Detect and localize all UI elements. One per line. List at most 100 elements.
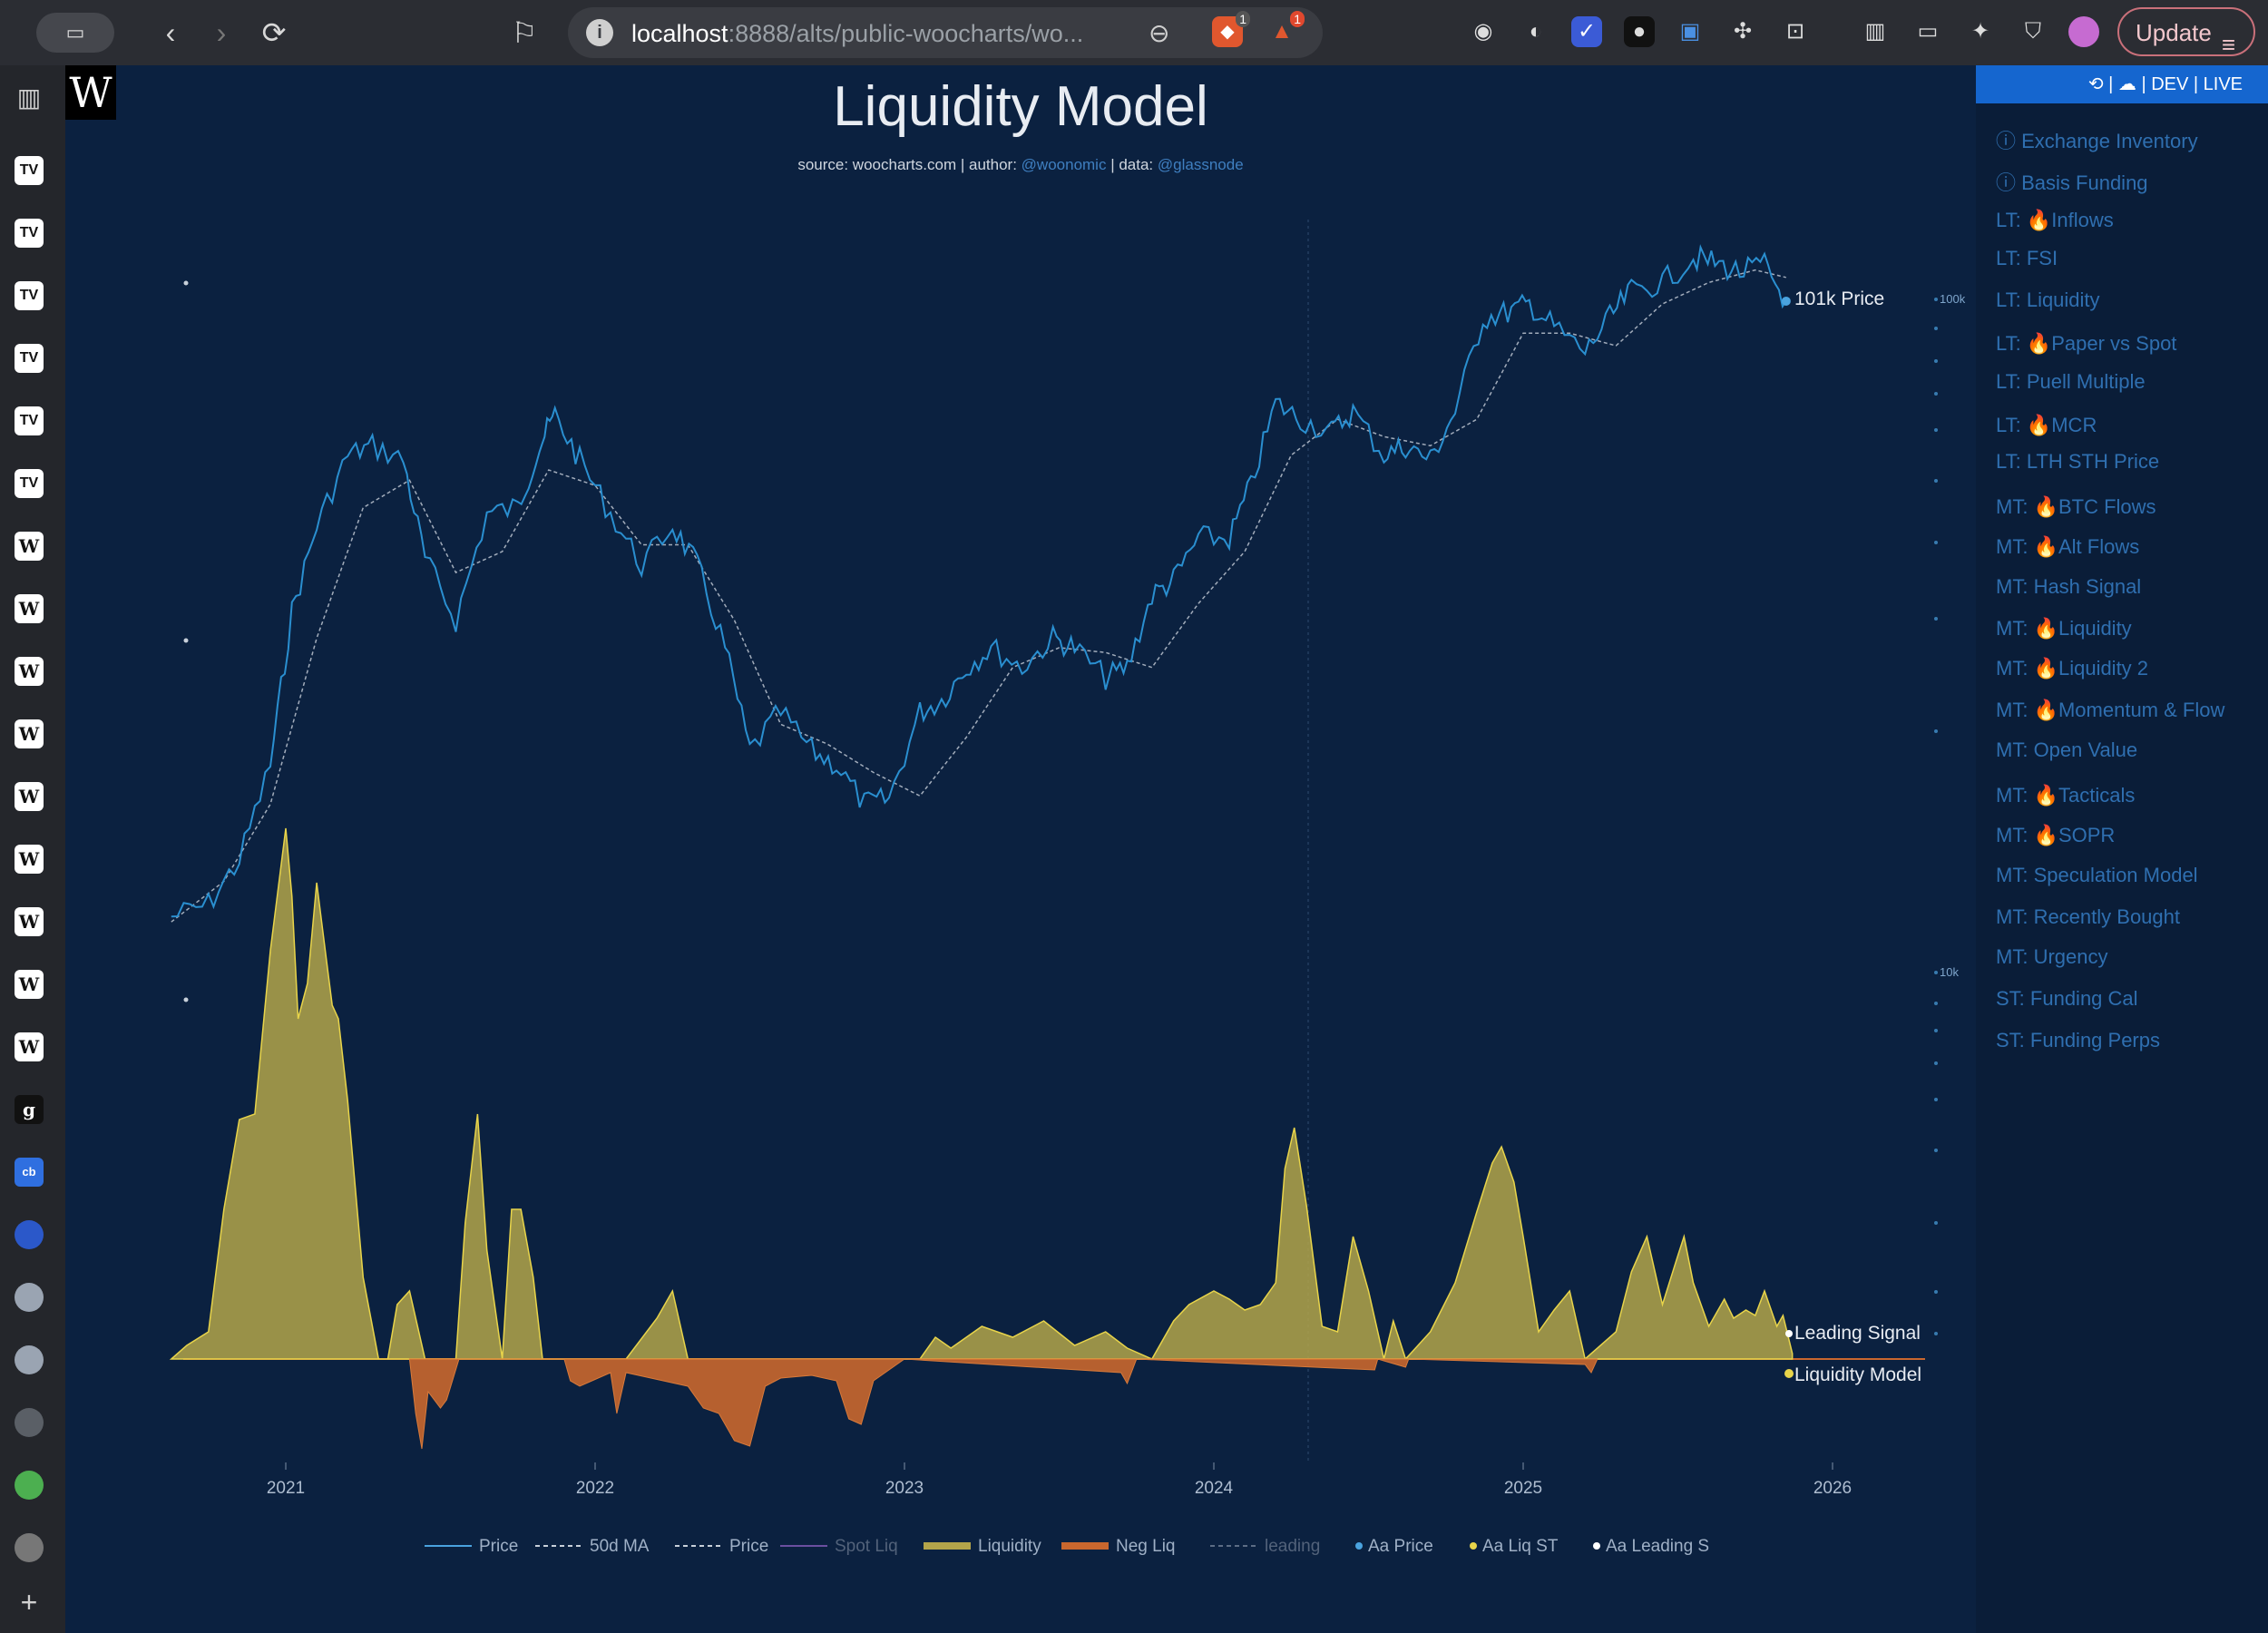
- sidebar-tab-0[interactable]: TV: [15, 156, 44, 185]
- legend-label: Spot Liq: [835, 1537, 898, 1556]
- back-icon[interactable]: ‹: [165, 16, 176, 49]
- fire-icon: 🔥: [2026, 209, 2052, 231]
- panel-link-11[interactable]: MT: Hash Signal: [1996, 575, 2141, 599]
- sidebar-tab-2[interactable]: TV: [15, 281, 44, 310]
- panel-link-label: Liquidity 2: [2058, 657, 2149, 680]
- address-bar[interactable]: i localhost:8888/alts/public-woocharts/w…: [568, 7, 1323, 58]
- sidebar-tab-14[interactable]: W: [15, 1032, 44, 1061]
- panel-link-label: SOPR: [2058, 824, 2116, 846]
- browser-toolbar: ▭ ‹ › ⟳ ⚐ i localhost:8888/alts/public-w…: [0, 0, 2268, 65]
- panel-link-19[interactable]: MT: Recently Bought: [1996, 905, 2180, 929]
- panel-link-5[interactable]: LT: 🔥Paper vs Spot: [1996, 332, 2176, 356]
- panel-link-label: Exchange Inventory: [2021, 130, 2198, 152]
- sidebar-site-icon-3[interactable]: [15, 1408, 44, 1437]
- panel-link-3[interactable]: LT: FSI: [1996, 247, 2058, 270]
- reload-icon[interactable]: ⟳: [261, 16, 287, 49]
- sidebar-site-icon-5[interactable]: [15, 1533, 44, 1562]
- panel-link-2[interactable]: LT: 🔥Inflows: [1996, 209, 2114, 232]
- legend-item-9[interactable]: Aa Leading S: [1593, 1537, 1709, 1556]
- panel-link-12[interactable]: MT: 🔥Liquidity: [1996, 617, 2132, 640]
- profile-avatar-icon[interactable]: [2068, 16, 2099, 47]
- extension-3-icon[interactable]: ✓: [1571, 16, 1602, 47]
- vpn-shield-icon[interactable]: ⛉: [2025, 19, 2041, 44]
- x-tick-label-5: 2026: [1813, 1479, 1852, 1498]
- subtitle-data-link[interactable]: @glassnode: [1157, 156, 1244, 173]
- update-button[interactable]: Update ≡: [2117, 7, 2255, 58]
- sidebar-site-icon-1[interactable]: [15, 1283, 44, 1312]
- profile-icon[interactable]: ▭: [36, 13, 114, 53]
- panel-link-15[interactable]: MT: Open Value: [1996, 738, 2137, 762]
- sidebar-tab-16[interactable]: cb: [15, 1158, 44, 1187]
- panel-link-4[interactable]: LT: Liquidity: [1996, 288, 2100, 312]
- sidebar-site-icon-2[interactable]: [15, 1345, 44, 1374]
- screenshot-icon[interactable]: ⊡: [1785, 19, 1805, 44]
- extension-5-icon[interactable]: ▣: [1679, 19, 1701, 44]
- panel-link-prefix: MT:: [1996, 905, 2034, 928]
- brave-shield-icon[interactable]: ◆ 1: [1212, 11, 1250, 47]
- sidebar-site-icon-0[interactable]: [15, 1220, 44, 1249]
- legend-item-7[interactable]: Aa Price: [1355, 1537, 1433, 1556]
- legend-item-3[interactable]: Spot Liq: [780, 1537, 898, 1556]
- panel-link-7[interactable]: LT: 🔥MCR: [1996, 414, 2097, 437]
- legend-item-5[interactable]: Neg Liq: [1061, 1537, 1176, 1556]
- url-text[interactable]: localhost:8888/alts/public-woocharts/wo.…: [631, 20, 1083, 48]
- extension-1-icon[interactable]: ◉: [1473, 19, 1493, 44]
- panel-link-label: Liquidity: [2058, 617, 2132, 640]
- legend-item-4[interactable]: Liquidity: [924, 1537, 1041, 1556]
- panel-link-9[interactable]: MT: 🔥BTC Flows: [1996, 495, 2156, 519]
- sidebar-tab-12[interactable]: W: [15, 907, 44, 936]
- legend-item-6[interactable]: leading: [1210, 1537, 1320, 1556]
- panel-link-1[interactable]: ⓘ Basis Funding: [1996, 167, 2148, 196]
- panel-link-8[interactable]: LT: LTH STH Price: [1996, 450, 2159, 474]
- subtitle-author-link[interactable]: @woonomic: [1021, 156, 1107, 173]
- sidebar-tab-11[interactable]: W: [15, 845, 44, 874]
- zoom-out-icon[interactable]: ⊖: [1149, 19, 1170, 47]
- legend-item-2[interactable]: Price: [675, 1537, 768, 1556]
- panel-link-20[interactable]: MT: Urgency: [1996, 945, 2107, 969]
- sidebar-tab-15[interactable]: g: [15, 1095, 44, 1124]
- panel-link-prefix: MT:: [1996, 738, 2034, 761]
- panel-link-16[interactable]: MT: 🔥Tacticals: [1996, 784, 2135, 807]
- forward-icon[interactable]: ›: [216, 16, 227, 49]
- panel-link-0[interactable]: ⓘ Exchange Inventory: [1996, 125, 2198, 154]
- panel-link-21[interactable]: ST: Funding Cal: [1996, 987, 2138, 1011]
- sidebar-toggle-icon[interactable]: ▥: [1864, 19, 1886, 44]
- brave-rewards-icon[interactable]: ▲ 1: [1266, 11, 1305, 47]
- sidebar-tab-5[interactable]: TV: [15, 469, 44, 498]
- panel-link-10[interactable]: MT: 🔥Alt Flows: [1996, 535, 2139, 559]
- price-axis-tick-0: [1934, 298, 1938, 301]
- sidebar-tab-8[interactable]: W: [15, 657, 44, 686]
- site-info-icon[interactable]: i: [586, 19, 613, 46]
- sidebar-tab-4[interactable]: TV: [15, 406, 44, 435]
- leo-ai-icon[interactable]: ✦: [1970, 19, 1990, 44]
- panel-link-22[interactable]: ST: Funding Perps: [1996, 1029, 2160, 1052]
- sidebar-tab-1[interactable]: TV: [15, 219, 44, 248]
- extension-2-icon[interactable]: ◐: [1529, 19, 1543, 44]
- panel-link-prefix: LT:: [1996, 288, 2027, 311]
- refresh-icon[interactable]: ⟲ | ☁: [2087, 74, 2142, 94]
- sidebar-tab-13[interactable]: W: [15, 970, 44, 999]
- new-tab-icon[interactable]: +: [20, 1586, 38, 1618]
- price-line: [171, 244, 1787, 918]
- panel-link-17[interactable]: MT: 🔥SOPR: [1996, 824, 2115, 847]
- sidebar-tab-10[interactable]: W: [15, 782, 44, 811]
- legend-item-1[interactable]: 50d MA: [535, 1537, 650, 1556]
- panel-link-14[interactable]: MT: 🔥Momentum & Flow: [1996, 699, 2224, 722]
- sidebar-tab-3[interactable]: TV: [15, 344, 44, 373]
- liq-axis-tick-5: [1934, 1149, 1938, 1152]
- legend-item-8[interactable]: Aa Liq ST: [1470, 1537, 1559, 1556]
- extension-4-icon[interactable]: ●: [1624, 16, 1655, 47]
- panel-link-18[interactable]: MT: Speculation Model: [1996, 864, 2198, 887]
- sidebar-tab-7[interactable]: W: [15, 594, 44, 623]
- sidebar-tab-6[interactable]: W: [15, 532, 44, 561]
- sidebar-panel-icon[interactable]: ▥: [16, 83, 42, 112]
- panel-link-13[interactable]: MT: 🔥Liquidity 2: [1996, 657, 2148, 680]
- sidebar-tab-9[interactable]: W: [15, 719, 44, 748]
- bookmark-icon[interactable]: ⚐: [511, 16, 538, 49]
- extensions-puzzle-icon[interactable]: ✣: [1733, 19, 1753, 44]
- legend-item-0[interactable]: Price: [425, 1537, 518, 1556]
- sidebar-site-icon-4[interactable]: [15, 1471, 44, 1500]
- panel-link-6[interactable]: LT: Puell Multiple: [1996, 370, 2146, 394]
- wallet-icon[interactable]: ▭: [1917, 19, 1939, 44]
- liquidity-area: [169, 827, 1794, 1361]
